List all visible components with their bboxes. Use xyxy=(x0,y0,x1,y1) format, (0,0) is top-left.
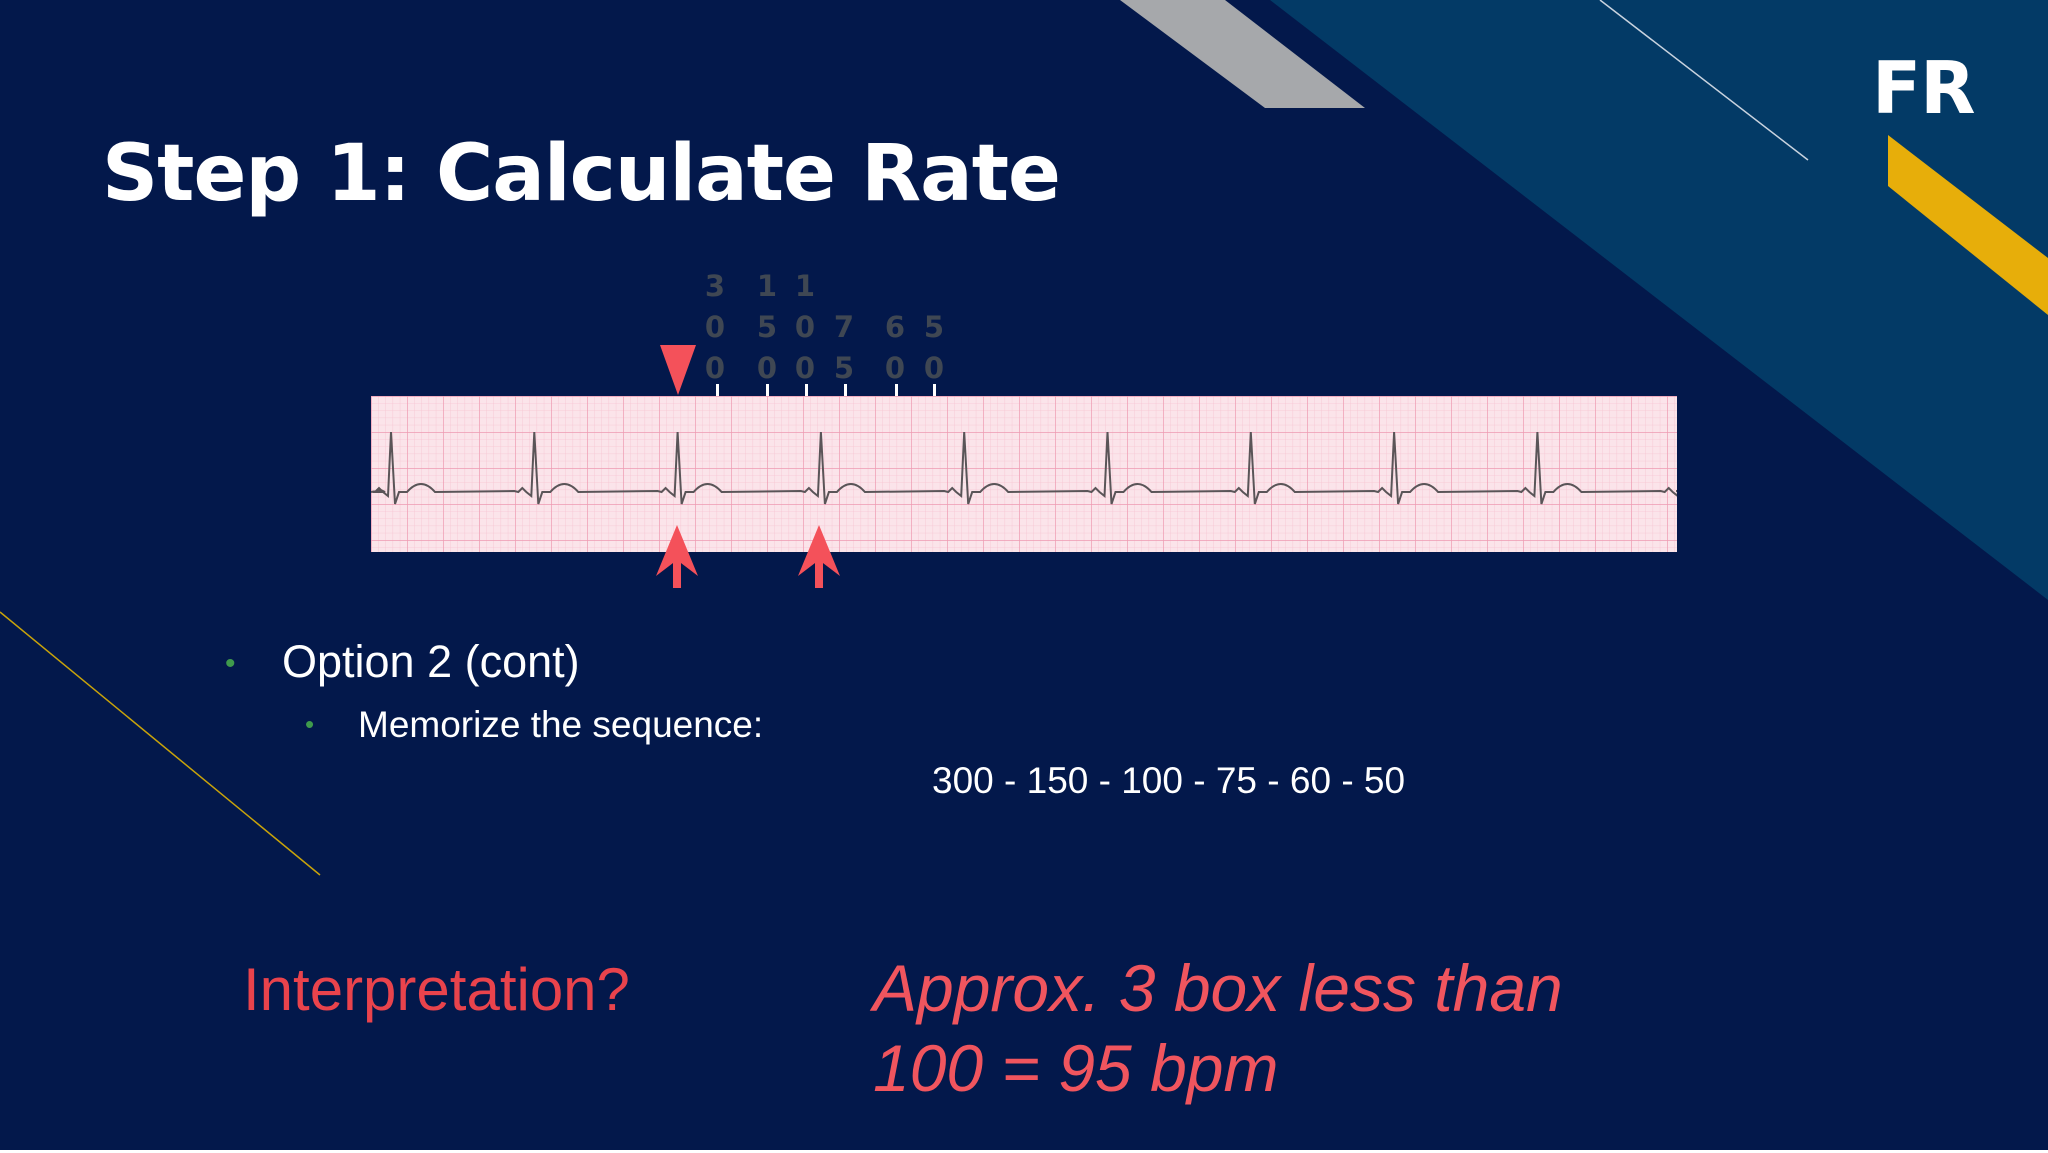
ecg-strip xyxy=(371,396,1677,552)
bullet-dot: • xyxy=(305,709,315,739)
scale-label-75: 7 5 xyxy=(833,310,855,385)
scale-label-100: 1 0 0 xyxy=(794,269,816,385)
page-title: Step 1: Calculate Rate xyxy=(102,129,1061,219)
bullet-dot: • xyxy=(225,647,236,680)
gold-band xyxy=(1888,135,2048,315)
teal-band xyxy=(1270,0,2048,600)
scale-label-50: 5 0 xyxy=(923,310,945,385)
bullet-option-2: Option 2 (cont) xyxy=(282,636,580,687)
gold-thin-line xyxy=(0,611,321,876)
rate-sequence: 300 - 150 - 100 - 75 - 60 - 50 xyxy=(932,760,1406,801)
ecg-trace xyxy=(371,431,1677,505)
scale-label-150: 1 5 0 xyxy=(756,269,778,385)
answer-line-1: Approx. 3 box less than xyxy=(873,951,1563,1025)
bullet-memorize: Memorize the sequence: xyxy=(358,704,764,745)
answer-line-2: 100 = 95 bpm xyxy=(873,1031,1279,1105)
up-arrow-marker-icon xyxy=(798,525,840,588)
ecg-grid xyxy=(371,396,1677,552)
logo: FR xyxy=(1872,46,1976,130)
up-arrow-marker-icon xyxy=(656,525,698,588)
interpretation-question: Interpretation? xyxy=(243,956,630,1023)
down-arrow-marker-icon xyxy=(660,345,696,395)
scale-label-60: 6 0 xyxy=(884,310,906,385)
gray-band xyxy=(1120,0,1365,108)
answer-text: Approx. 3 box less than 100 = 95 bpm xyxy=(873,948,1563,1108)
thin-white-line xyxy=(1599,0,1809,161)
scale-label-300: 3 0 0 xyxy=(704,269,726,385)
